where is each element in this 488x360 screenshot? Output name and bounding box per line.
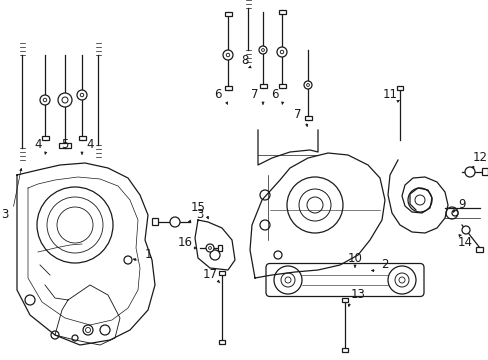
Circle shape: [356, 265, 366, 275]
Text: 4: 4: [34, 139, 41, 152]
Bar: [475, 247, 482, 252]
Circle shape: [25, 295, 35, 305]
Bar: [304, 116, 311, 120]
Circle shape: [285, 277, 290, 283]
Bar: [278, 84, 285, 88]
Bar: [59, 143, 71, 148]
Circle shape: [205, 244, 214, 252]
Circle shape: [398, 277, 404, 283]
Text: 2: 2: [381, 258, 388, 271]
Bar: [219, 271, 224, 275]
Bar: [341, 298, 347, 302]
Circle shape: [394, 273, 408, 287]
Bar: [481, 168, 487, 175]
Text: 9: 9: [457, 198, 465, 211]
Circle shape: [304, 81, 311, 89]
Circle shape: [407, 188, 431, 212]
Circle shape: [280, 50, 283, 54]
Text: 6: 6: [214, 89, 221, 102]
Text: 4: 4: [86, 139, 94, 152]
Circle shape: [281, 273, 294, 287]
Text: 5: 5: [61, 139, 68, 152]
Bar: [278, 10, 285, 14]
Text: 10: 10: [347, 252, 362, 265]
Circle shape: [43, 98, 47, 102]
FancyBboxPatch shape: [265, 264, 423, 297]
Circle shape: [387, 266, 415, 294]
Circle shape: [37, 187, 113, 263]
Circle shape: [260, 190, 269, 200]
Text: 1: 1: [144, 248, 151, 261]
Text: 17: 17: [202, 269, 217, 282]
Circle shape: [83, 325, 93, 335]
Circle shape: [208, 247, 211, 249]
Circle shape: [62, 97, 68, 103]
Circle shape: [259, 46, 266, 54]
Circle shape: [51, 331, 59, 339]
Bar: [152, 219, 158, 225]
Circle shape: [306, 197, 323, 213]
Text: 7: 7: [294, 108, 301, 121]
Circle shape: [40, 95, 50, 105]
Bar: [224, 12, 231, 16]
Text: 15: 15: [190, 202, 205, 215]
Bar: [219, 340, 224, 344]
Circle shape: [414, 195, 424, 205]
Circle shape: [260, 220, 269, 230]
Circle shape: [57, 207, 93, 243]
Bar: [341, 348, 347, 352]
Circle shape: [464, 167, 474, 177]
Text: 12: 12: [471, 152, 487, 165]
Text: 16: 16: [177, 235, 192, 248]
Circle shape: [170, 217, 180, 227]
Text: 11: 11: [382, 89, 397, 102]
Circle shape: [226, 53, 229, 57]
Bar: [79, 136, 85, 140]
Circle shape: [47, 197, 103, 253]
Circle shape: [273, 251, 282, 259]
Bar: [218, 245, 222, 251]
Circle shape: [298, 189, 330, 221]
Circle shape: [80, 93, 83, 97]
Text: 7: 7: [251, 89, 258, 102]
Text: 13: 13: [350, 288, 365, 301]
Bar: [41, 136, 48, 140]
Bar: [396, 86, 402, 90]
Circle shape: [209, 250, 220, 260]
Text: 8: 8: [241, 54, 248, 67]
Circle shape: [461, 226, 469, 234]
Circle shape: [273, 266, 302, 294]
Circle shape: [85, 328, 90, 333]
Text: 6: 6: [271, 89, 278, 102]
Bar: [259, 84, 266, 88]
Bar: [224, 86, 231, 90]
Text: 3: 3: [196, 208, 203, 221]
Circle shape: [286, 177, 342, 233]
Circle shape: [445, 207, 457, 219]
Circle shape: [77, 90, 87, 100]
Circle shape: [276, 47, 286, 57]
Circle shape: [124, 256, 132, 264]
Circle shape: [306, 84, 309, 86]
Circle shape: [58, 93, 72, 107]
Circle shape: [72, 335, 78, 341]
Circle shape: [223, 50, 232, 60]
Circle shape: [451, 210, 457, 216]
Circle shape: [261, 49, 264, 51]
Text: 14: 14: [457, 235, 471, 248]
Text: 3: 3: [1, 208, 9, 221]
Circle shape: [100, 325, 110, 335]
